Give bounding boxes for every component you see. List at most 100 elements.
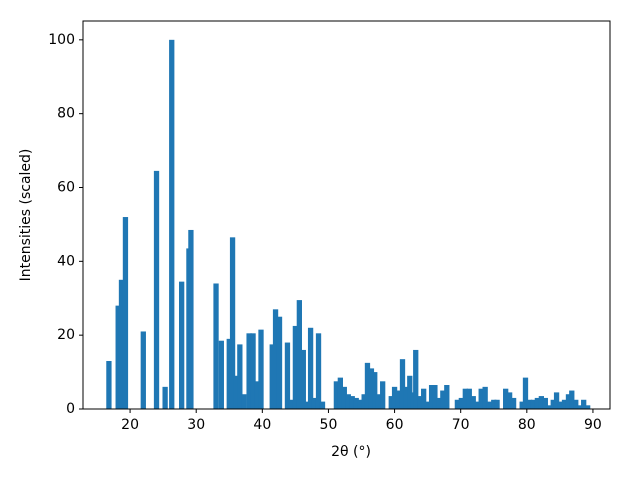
x-tick-label: 20 [121, 417, 139, 433]
bar [341, 386, 347, 409]
bar [407, 375, 413, 409]
bar [372, 372, 378, 409]
bar [304, 401, 310, 409]
bar [534, 397, 541, 409]
bar [470, 396, 476, 409]
bar [349, 396, 355, 409]
y-tick-label: 100 [48, 32, 75, 48]
bar [233, 375, 240, 409]
bar [153, 170, 160, 409]
bar [440, 390, 446, 409]
bar [565, 394, 572, 409]
bar [547, 405, 553, 409]
bar [288, 399, 295, 409]
bar [258, 329, 264, 409]
bar [307, 327, 314, 409]
bar [432, 385, 438, 409]
bar [357, 399, 363, 409]
bar [122, 217, 129, 409]
bar [526, 399, 533, 409]
x-tick-label: 70 [452, 417, 470, 433]
bar [491, 399, 497, 409]
y-axis-label: Intensities (scaled) [18, 149, 34, 282]
bar [315, 333, 322, 409]
bar [269, 344, 275, 409]
x-tick-label: 50 [320, 417, 338, 433]
bar [337, 377, 343, 409]
bar [494, 399, 500, 409]
y-tick-label: 80 [57, 106, 75, 122]
bar [391, 386, 398, 409]
bar [300, 349, 306, 409]
bar [226, 338, 232, 409]
bar [353, 397, 359, 409]
x-tick-label: 30 [187, 417, 205, 433]
bar [424, 401, 431, 409]
x-tick-label: 90 [584, 417, 602, 433]
bar [561, 399, 568, 409]
bar [486, 401, 492, 409]
bar [510, 397, 517, 409]
bar [421, 388, 427, 409]
bar [466, 388, 472, 409]
bar [478, 388, 484, 409]
x-tick-label: 40 [253, 417, 271, 433]
bar [140, 331, 146, 409]
bar [474, 401, 480, 409]
bar [388, 396, 394, 409]
bar [375, 394, 381, 409]
bar [246, 333, 252, 409]
bar [237, 344, 243, 409]
plot-frame [82, 20, 611, 410]
bar [581, 399, 587, 409]
bar [229, 237, 236, 409]
bar [428, 385, 435, 409]
y-tick-label: 0 [66, 401, 75, 417]
x-tick-label: 60 [386, 417, 404, 433]
bar [319, 401, 326, 409]
bar [569, 390, 575, 409]
bar [530, 399, 537, 409]
bar [368, 368, 375, 409]
y-tick-label: 20 [57, 327, 75, 343]
x-axis-label: 2θ (°) [331, 444, 371, 460]
bar [115, 305, 121, 409]
bar [413, 349, 419, 409]
x-tick-label: 80 [518, 417, 536, 433]
bar [573, 399, 579, 409]
bar [118, 279, 125, 409]
bar [213, 283, 219, 409]
bar [585, 405, 591, 409]
bar [361, 394, 367, 409]
bar [179, 281, 185, 409]
bar [345, 394, 351, 409]
bar [538, 396, 545, 409]
bar [364, 362, 371, 409]
bar [444, 385, 450, 409]
bar [276, 316, 283, 409]
y-tick-label: 60 [57, 179, 75, 195]
bar [399, 359, 406, 409]
bar [482, 386, 488, 409]
bar [403, 386, 410, 409]
bar [250, 333, 256, 409]
bar [333, 381, 340, 409]
bar [188, 229, 194, 409]
bar [503, 388, 509, 409]
bar [296, 300, 302, 409]
bar [550, 399, 556, 409]
bar [506, 392, 513, 409]
bar [557, 401, 564, 409]
bar [553, 392, 560, 409]
bar [292, 325, 299, 409]
bar [169, 39, 175, 409]
y-tick-label: 40 [57, 253, 75, 269]
bar [542, 397, 548, 409]
bar [454, 399, 461, 409]
bar [462, 388, 468, 409]
bar [254, 381, 260, 409]
bar [380, 381, 386, 409]
bar [311, 397, 317, 409]
bar [395, 390, 401, 409]
